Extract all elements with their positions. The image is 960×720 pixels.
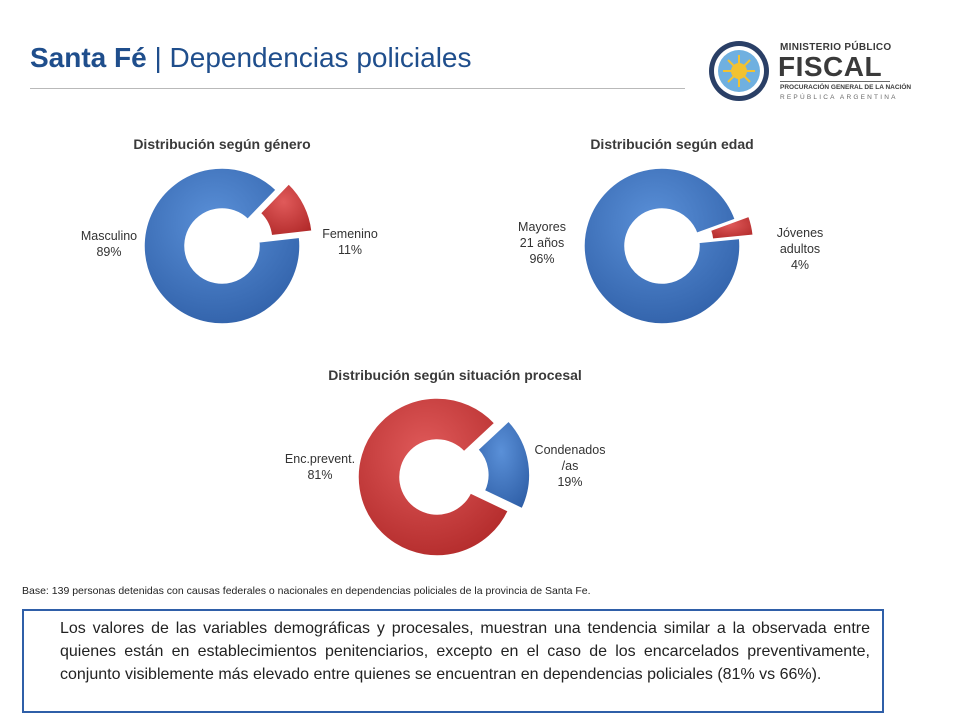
donut-chart-2: Distribución según edad Mayores 21 años 96%… [518,136,824,325]
page-title: Santa Fé | Dependencias policiales [30,42,472,74]
data-label-jovenes-adultos: Jóvenes adultos 4% [777,226,824,272]
slice-femenino [259,182,313,237]
slice-masculino [143,167,301,325]
chart-title: Distribución según situación procesal [328,367,582,383]
logo-line-1: MINISTERIO PÚBLICO [780,42,892,53]
summary-box: Los valores de las variables demográfica… [22,609,884,713]
data-label-femenino: Femenino 11% [322,227,378,257]
ministerio-publico-fiscal-logo: MINISTERIO PÚBLICO FISCAL PROCURACIÓN GE… [706,38,911,104]
chart-title: Distribución según género [133,136,310,152]
data-label-condenados-as: Condenados/as 19% [535,443,606,489]
slice-mayores-21-anos [583,167,741,325]
logo-line-4: REPÚBLICA ARGENTINA [780,94,898,101]
data-label-enc-prevent: Enc.prevent. 81% [285,452,355,482]
donut-chart-1: Distribución según género Masculino 89% Fem… [81,136,378,325]
slice-jovenes-adultos [709,215,755,241]
title-divider [30,88,685,89]
logo-line-3: PROCURACIÓN GENERAL DE LA NACIÓN [780,84,912,91]
data-label-mayores-21-anos: Mayores 21 años 96% [518,220,566,266]
donut-chart-3: Distribución según situación procesal Enc… [285,367,606,557]
page-title-subject: | Dependencias policiales [146,42,472,73]
logo-divider [780,81,890,82]
page-title-location: Santa Fé [30,42,147,73]
base-note: Base: 139 personas detenidas con causas … [22,585,591,597]
slice-condenados-as [476,419,531,510]
charts-area: Distribución según género Masculino 89% Fem… [81,136,824,557]
chart-title: Distribución según edad [590,136,753,152]
logo-line-2: FISCAL [778,51,883,82]
data-label-masculino: Masculino 89% [81,229,137,259]
sun-emblem-icon [709,41,769,101]
slice-enc-prevent [357,397,510,557]
